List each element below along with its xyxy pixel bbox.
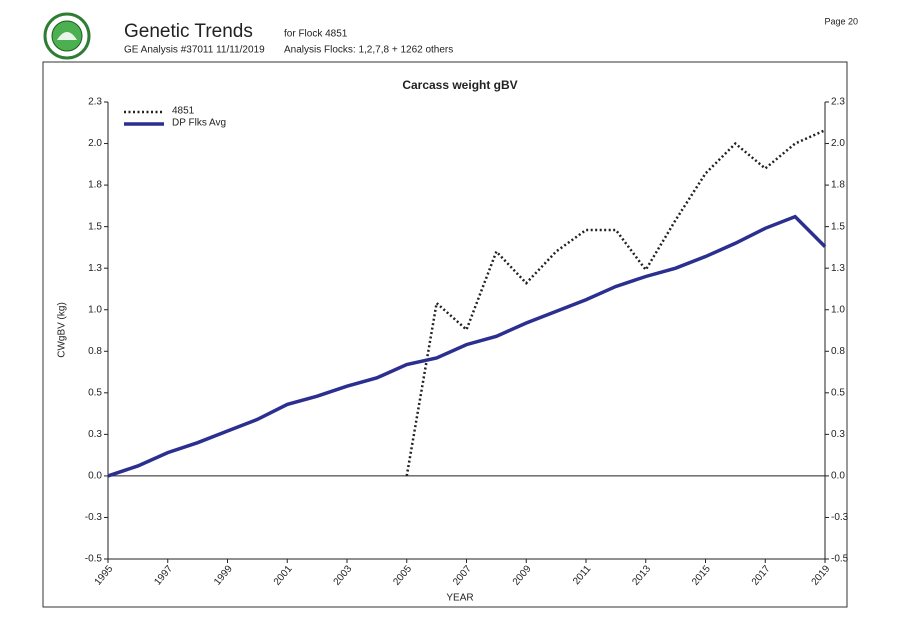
series-line [405, 129, 826, 477]
logo [43, 12, 91, 60]
y-tick-label: 0.0 [88, 471, 102, 482]
y2-tick-label: 1.5 [831, 221, 845, 232]
x-tick-label: 2009 [511, 563, 534, 587]
y2-tick-label: 1.0 [831, 304, 845, 315]
x-axis-label: YEAR [446, 593, 473, 604]
y-tick-label: 1.8 [88, 180, 102, 191]
x-tick-label: 2013 [630, 563, 653, 587]
y-tick-label: 0.3 [88, 429, 102, 440]
y2-tick-label: -0.3 [831, 512, 849, 523]
x-tick-label: 2003 [332, 563, 355, 587]
y2-tick-label: 2.0 [831, 138, 845, 149]
x-tick-label: 2015 [690, 563, 713, 587]
frame [42, 61, 848, 608]
y-tick-label: 2.3 [88, 97, 102, 108]
chart-title: Carcass weight gBV [402, 78, 517, 92]
y2-tick-label: 1.8 [831, 180, 845, 191]
legend-label: DP Flks Avg [172, 118, 226, 129]
y-axis-label: CWgBV (kg) [57, 302, 68, 358]
analysis: GE Analysis #37011 11/11/2019 [124, 45, 265, 56]
y-tick-label: -0.3 [85, 512, 103, 523]
y-tick-label: 0.5 [88, 387, 102, 398]
x-tick-label: 2017 [750, 563, 773, 587]
y-tick-label: 1.0 [88, 304, 102, 315]
series-line [107, 214, 827, 478]
y2-tick-label: 0.3 [831, 429, 845, 440]
x-tick-label: 1995 [93, 563, 116, 587]
y-tick-label: -0.5 [85, 554, 103, 565]
x-tick-label: 2007 [451, 563, 474, 587]
x-tick-label: 2019 [810, 563, 833, 587]
x-tick-label: 2005 [391, 563, 414, 587]
y2-tick-label: 0.5 [831, 387, 845, 398]
y-tick-label: 1.3 [88, 263, 102, 274]
flocks: Analysis Flocks: 1,2,7,8 + 1262 others [284, 45, 453, 56]
x-tick-label: 1999 [212, 563, 235, 587]
y2-tick-label: 0.8 [831, 346, 845, 357]
y2-tick-label: 0.0 [831, 471, 845, 482]
x-tick-label: 1997 [152, 563, 175, 587]
legend-label: 4851 [172, 106, 195, 117]
y2-tick-label: 2.3 [831, 97, 845, 108]
subtitle: for Flock 4851 [284, 29, 348, 40]
x-tick-label: 2011 [571, 563, 594, 587]
page-title: Genetic Trends [124, 21, 253, 42]
y2-tick-label: 1.3 [831, 263, 845, 274]
y-tick-label: 0.8 [88, 346, 102, 357]
page-number: Page 20 [824, 16, 858, 26]
x-tick-label: 2001 [272, 563, 295, 587]
y-tick-label: 2.0 [88, 138, 102, 149]
y2-tick-label: -0.5 [831, 554, 849, 565]
y-tick-label: 1.5 [88, 221, 102, 232]
